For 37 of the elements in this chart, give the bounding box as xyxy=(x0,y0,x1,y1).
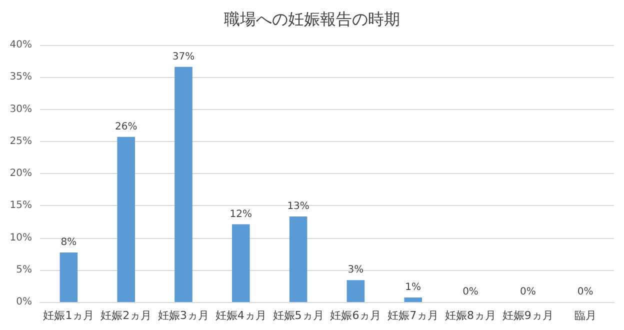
data-label: 0% xyxy=(462,286,478,298)
bar xyxy=(60,252,78,302)
bar xyxy=(404,298,422,302)
x-tick-label: 妊娠7ヵ月 xyxy=(388,309,439,322)
y-tick-label: 30% xyxy=(10,104,32,115)
y-tick-label: 5% xyxy=(16,264,32,276)
bar xyxy=(232,224,250,302)
x-tick-label: 臨月 xyxy=(574,309,596,322)
data-label: 8% xyxy=(60,237,77,248)
x-tick-label: 妊娠5ヵ月 xyxy=(272,309,324,322)
x-tick-label: 妊娠4ヵ月 xyxy=(215,309,266,322)
data-label: 37% xyxy=(172,51,195,62)
data-label: 12% xyxy=(230,208,252,220)
data-label: 13% xyxy=(287,201,310,212)
bar xyxy=(117,136,135,302)
x-tick-label: 妊娠3ヵ月 xyxy=(158,309,209,322)
y-tick-label: 35% xyxy=(10,72,32,83)
x-tick-label: 妊娠6ヵ月 xyxy=(330,309,382,322)
x-tick-label: 妊娠1ヵ月 xyxy=(43,309,94,322)
bar xyxy=(346,280,365,302)
chart-title: 職場への妊娠報告の時期 xyxy=(224,10,400,28)
data-label: 0% xyxy=(577,286,594,298)
data-label: 3% xyxy=(348,264,364,276)
data-label: 1% xyxy=(405,282,422,294)
x-tick-label: 妊娠9ヵ月 xyxy=(502,309,554,322)
y-tick-label: 25% xyxy=(10,136,32,147)
x-tick-label: 妊娠2ヵ月 xyxy=(100,309,152,322)
y-tick-label: 15% xyxy=(10,200,32,212)
x-tick-label: 妊娠8ヵ月 xyxy=(445,309,496,322)
y-tick-label: 0% xyxy=(16,296,32,308)
data-label: 26% xyxy=(114,121,138,132)
y-tick-label: 20% xyxy=(10,168,32,179)
y-tick-label: 40% xyxy=(10,40,32,50)
bar xyxy=(289,216,308,302)
data-label: 0% xyxy=(520,286,536,298)
y-tick-label: 10% xyxy=(10,232,32,244)
bar xyxy=(174,66,192,302)
